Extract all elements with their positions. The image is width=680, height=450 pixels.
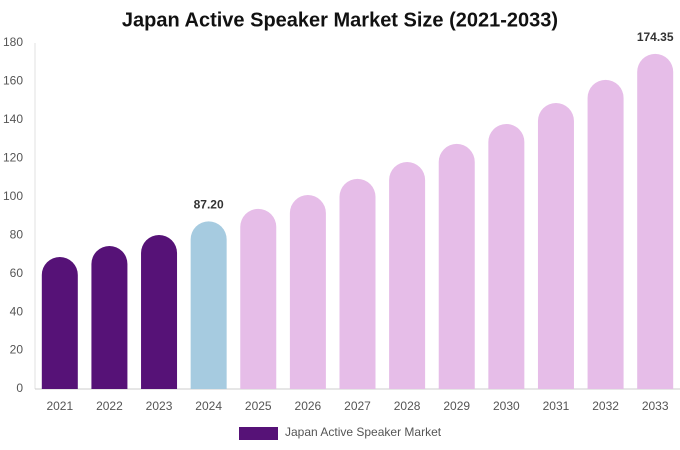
- bar: [190, 221, 227, 389]
- y-tick-label: 0: [16, 381, 23, 395]
- y-tick-label: 80: [10, 227, 24, 241]
- chart-title: Japan Active Speaker Market Size (2021-2…: [122, 9, 558, 31]
- bar: [240, 208, 277, 389]
- x-tick-label: 2028: [394, 399, 421, 413]
- value-label: 174.35: [637, 30, 674, 44]
- y-tick-label: 140: [3, 112, 23, 126]
- y-tick-label: 120: [3, 151, 23, 165]
- bar: [389, 161, 426, 389]
- x-tick-label: 2031: [543, 399, 570, 413]
- x-tick-label: 2025: [245, 399, 272, 413]
- value-label: 87.20: [194, 198, 224, 212]
- bar: [91, 245, 128, 389]
- bar: [41, 256, 78, 389]
- bar: [339, 178, 376, 389]
- x-tick-label: 2021: [46, 399, 73, 413]
- y-tick-label: 40: [10, 304, 24, 318]
- x-tick-label: 2026: [295, 399, 322, 413]
- y-tick-label: 60: [10, 266, 24, 280]
- y-tick-label: 160: [3, 74, 23, 88]
- bar: [488, 123, 525, 389]
- x-tick-label: 2033: [642, 399, 669, 413]
- x-tick-label: 2022: [96, 399, 123, 413]
- x-tick-label: 2027: [344, 399, 371, 413]
- x-tick-label: 2030: [493, 399, 520, 413]
- bar: [141, 235, 178, 389]
- y-tick-label: 100: [3, 189, 23, 203]
- y-tick-label: 20: [10, 343, 24, 357]
- bar: [289, 195, 326, 389]
- x-tick-label: 2032: [592, 399, 619, 413]
- x-tick-label: 2024: [195, 399, 222, 413]
- bar: [587, 79, 624, 389]
- legend-swatch: [239, 427, 278, 440]
- y-tick-label: 180: [3, 35, 23, 49]
- x-tick-label: 2029: [443, 399, 470, 413]
- bar: [537, 102, 574, 390]
- bar: [637, 53, 674, 389]
- x-tick-label: 2023: [146, 399, 173, 413]
- bar: [438, 143, 475, 389]
- legend-label: Japan Active Speaker Market: [285, 425, 442, 439]
